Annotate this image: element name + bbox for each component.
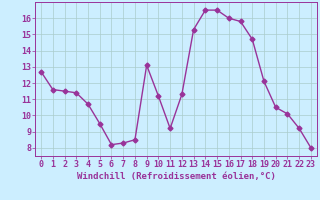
X-axis label: Windchill (Refroidissement éolien,°C): Windchill (Refroidissement éolien,°C): [76, 172, 276, 181]
